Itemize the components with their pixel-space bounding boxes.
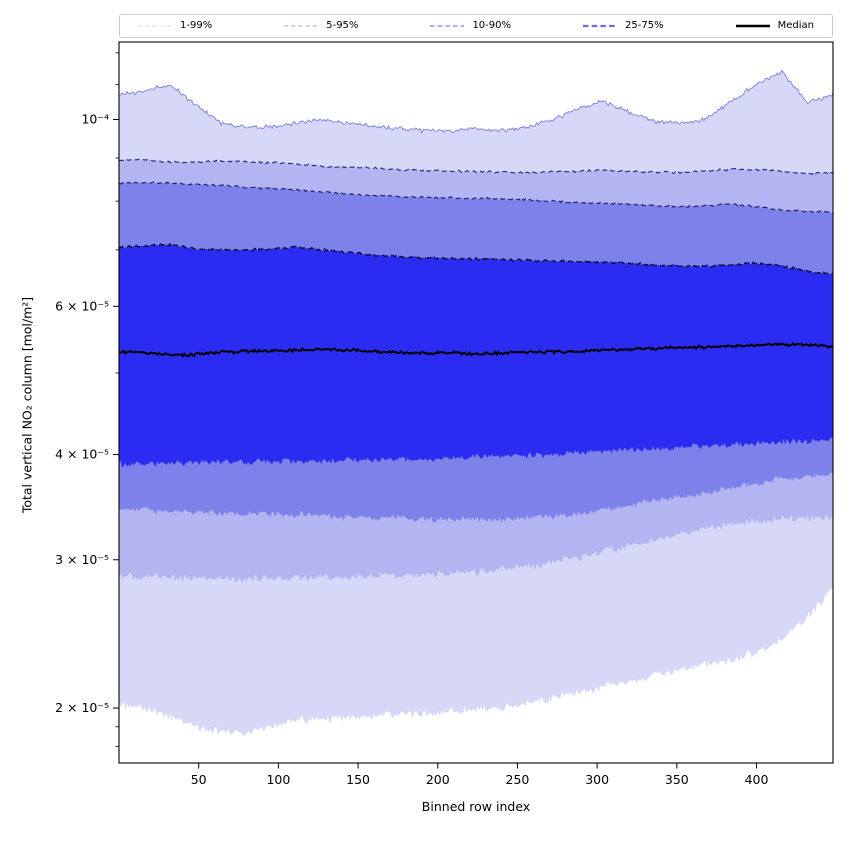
y-axis-title: Total vertical NO₂ column [mol/m²] [19, 296, 35, 514]
plot-area [119, 69, 833, 736]
p75-line [119, 242, 833, 276]
x-tick-label: 350 [665, 772, 689, 787]
x-tick-label: 50 [191, 772, 207, 787]
legend-line-sample-median [735, 22, 770, 30]
legend: 1-99% 5-95% 10-90% 25-75% Median [119, 14, 833, 38]
axes-ticks: 10⁻⁴ 6 × 10⁻⁵ 4 × 10⁻⁵ 3 × 10⁻⁵ 2 × 10⁻⁵ 50 10… [55, 52, 769, 787]
p95-line [119, 158, 833, 176]
p90-line [119, 181, 833, 215]
legend-item-1-99: 1-99% [138, 21, 212, 31]
legend-item-25-75: 25-75% [583, 21, 664, 31]
legend-item-10-90: 10-90% [430, 21, 511, 31]
legend-line-sample-10-90 [430, 22, 465, 30]
legend-item-5-95: 5-95% [284, 21, 358, 31]
x-tick-label: 200 [426, 772, 450, 787]
legend-item-label: 25-75% [625, 20, 664, 31]
x-tick-label: 400 [745, 772, 769, 787]
legend-line-sample-25-75 [583, 22, 618, 30]
band-25-75 [119, 243, 833, 468]
x-tick-label: 150 [346, 772, 370, 787]
median-line [119, 341, 833, 359]
legend-item-median: Median [735, 20, 814, 31]
x-tick-label: 300 [585, 772, 609, 787]
x-tick-label: 250 [506, 772, 530, 787]
x-tick-label: 100 [266, 772, 290, 787]
legend-item-label: Median [777, 20, 814, 31]
plot-frame [118, 41, 834, 764]
y-tick-label: 6 × 10⁻⁵ [55, 298, 109, 313]
legend-item-label: 5-95% [326, 20, 359, 31]
y-tick-label: 4 × 10⁻⁵ [55, 447, 109, 462]
y-tick-label: 10⁻⁴ [81, 112, 109, 127]
legend-line-sample-5-95 [284, 22, 319, 30]
x-axis-title: Binned row index [421, 799, 531, 814]
y-tick-label: 3 × 10⁻⁵ [55, 552, 109, 567]
y-tick-label: 2 × 10⁻⁵ [55, 700, 109, 715]
legend-line-sample-1-99 [138, 22, 172, 30]
legend-item-label: 10-90% [472, 20, 511, 31]
p99-line [119, 69, 833, 134]
legend-item-label: 1-99% [180, 20, 213, 31]
